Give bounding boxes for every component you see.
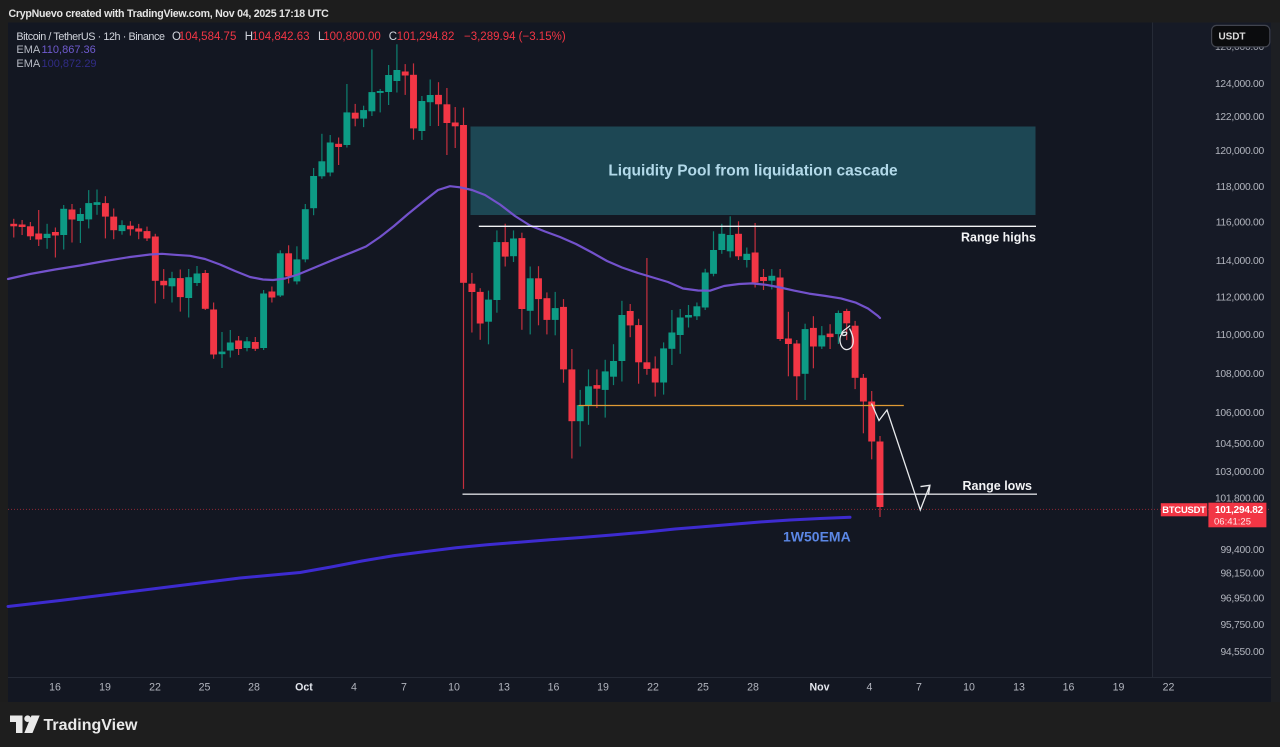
svg-text:112,000.00: 112,000.00 [1216, 293, 1265, 304]
svg-text:4: 4 [351, 682, 357, 694]
svg-text:101,294.82: 101,294.82 [1215, 505, 1264, 516]
svg-text:124,000.00: 124,000.00 [1215, 79, 1265, 90]
svg-text:EMA110,867.36: EMA110,867.36 [16, 44, 95, 56]
svg-text:7: 7 [916, 682, 922, 694]
svg-text:95,750.00: 95,750.00 [1220, 620, 1264, 631]
svg-text:10: 10 [963, 682, 975, 694]
svg-text:19: 19 [1113, 682, 1125, 694]
svg-text:106,000.00: 106,000.00 [1215, 408, 1265, 419]
svg-text:7: 7 [401, 682, 407, 694]
svg-text:TradingView: TradingView [44, 717, 139, 734]
svg-text:103,000.00: 103,000.00 [1215, 467, 1265, 478]
svg-text:13: 13 [1013, 682, 1025, 694]
svg-text:16: 16 [49, 682, 61, 694]
svg-text:19: 19 [597, 682, 609, 694]
svg-text:122,000.00: 122,000.00 [1215, 112, 1265, 123]
svg-text:Liquidity Pool from liquidatio: Liquidity Pool from liquidation cascade [608, 163, 898, 180]
svg-text:22: 22 [149, 682, 161, 694]
svg-text:Range lows: Range lows [963, 479, 1033, 493]
svg-text:22: 22 [647, 682, 659, 694]
svg-text:120,000.00: 120,000.00 [1215, 146, 1265, 157]
svg-text:BTCUSDT: BTCUSDT [1162, 504, 1206, 515]
svg-text:110,000.00: 110,000.00 [1216, 330, 1265, 341]
svg-text:06:41:25: 06:41:25 [1214, 516, 1251, 527]
svg-text:94,550.00: 94,550.00 [1220, 647, 1264, 658]
svg-text:101,800.00: 101,800.00 [1215, 494, 1265, 505]
svg-text:Nov: Nov [809, 682, 829, 694]
svg-text:25: 25 [199, 682, 211, 694]
svg-text:28: 28 [747, 682, 759, 694]
svg-text:4: 4 [867, 682, 873, 694]
svg-text:10: 10 [448, 682, 460, 694]
svg-text:114,000.00: 114,000.00 [1216, 256, 1265, 267]
svg-text:16: 16 [1063, 682, 1075, 694]
svg-text:19: 19 [99, 682, 111, 694]
svg-text:1W50EMA: 1W50EMA [783, 529, 851, 545]
svg-text:104,500.00: 104,500.00 [1215, 439, 1265, 450]
svg-text:108,000.00: 108,000.00 [1215, 369, 1265, 380]
svg-text:Range highs: Range highs [961, 230, 1036, 244]
svg-text:98,150.00: 98,150.00 [1220, 568, 1264, 579]
svg-text:13: 13 [498, 682, 510, 694]
svg-text:USDT: USDT [1219, 32, 1246, 43]
svg-text:CrypNuevo created with Trading: CrypNuevo created with TradingView.com, … [9, 8, 330, 20]
svg-text:16: 16 [548, 682, 560, 694]
svg-text:96,950.00: 96,950.00 [1220, 593, 1264, 604]
svg-text:28: 28 [248, 682, 260, 694]
svg-text:EMA100,872.29: EMA100,872.29 [16, 58, 96, 70]
svg-text:116,000.00: 116,000.00 [1216, 218, 1265, 229]
svg-text:25: 25 [697, 682, 709, 694]
svg-text:118,000.00: 118,000.00 [1216, 182, 1265, 193]
svg-text:Oct: Oct [295, 682, 313, 694]
svg-text:99,400.00: 99,400.00 [1220, 545, 1264, 556]
svg-text:Bitcoin / TetherUS · 12h · Bin: Bitcoin / TetherUS · 12h · Binance [16, 31, 165, 43]
svg-text:22: 22 [1163, 682, 1175, 694]
